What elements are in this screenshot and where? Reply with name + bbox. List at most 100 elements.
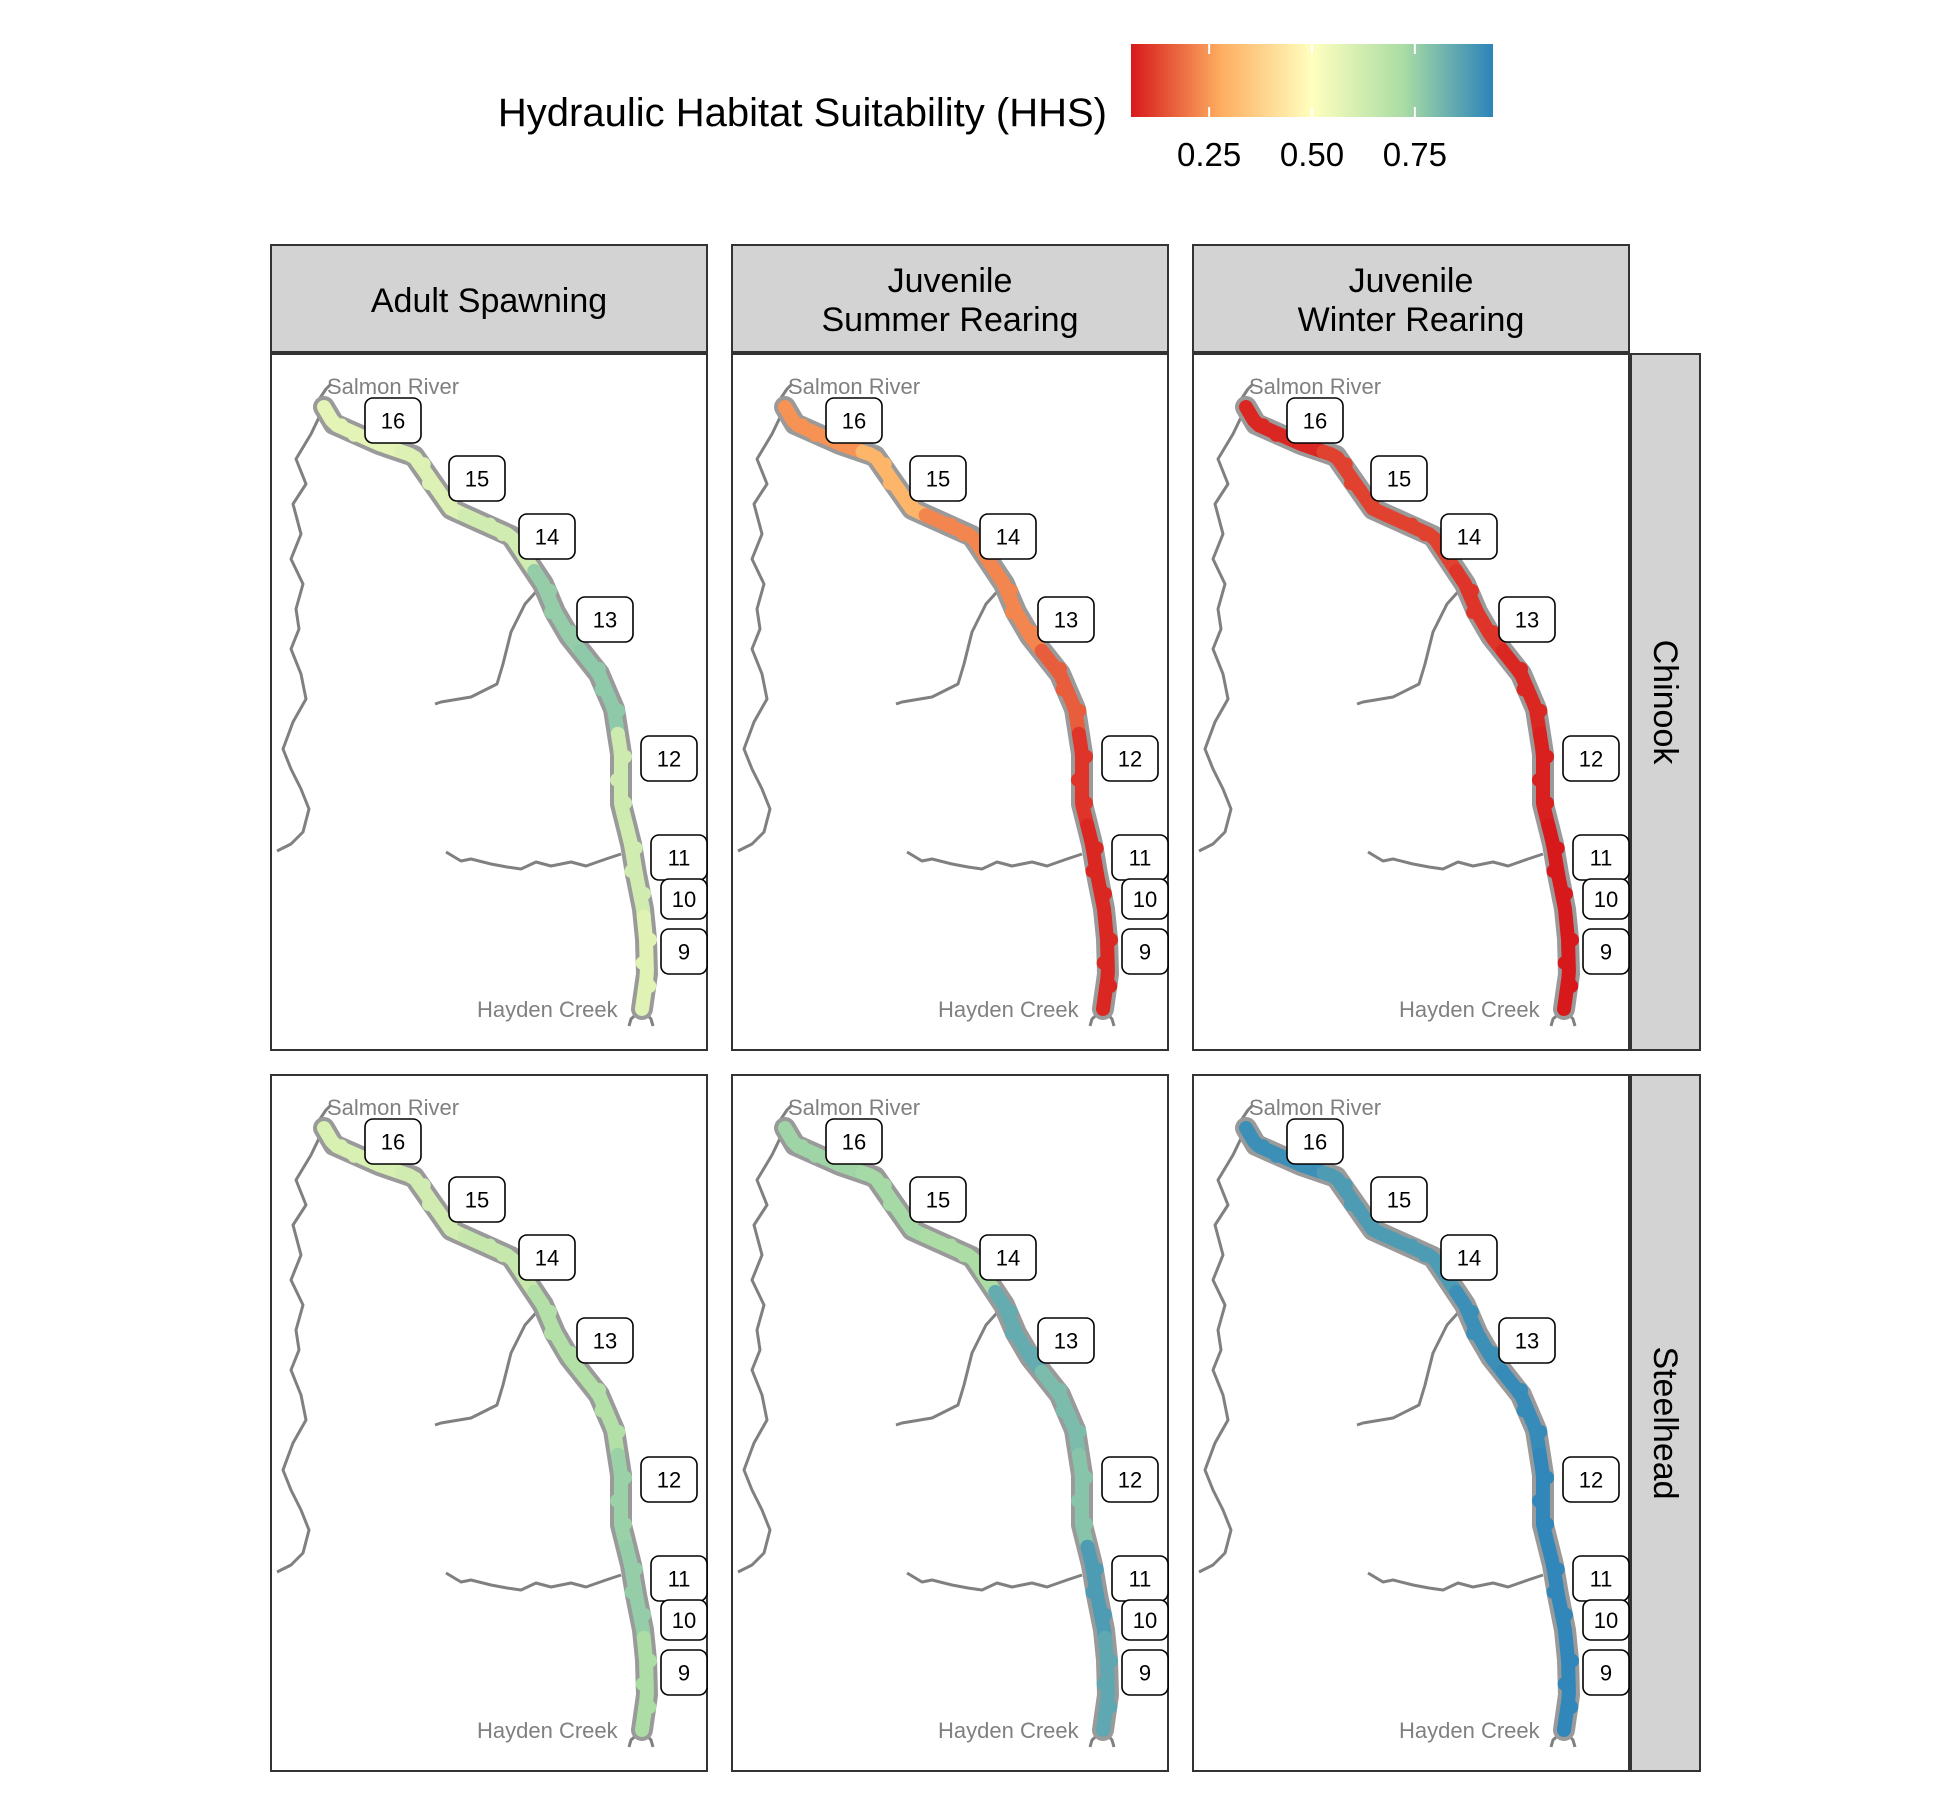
reach-label-text: 14 bbox=[1457, 1246, 1481, 1271]
habitat-cell-point bbox=[1338, 1178, 1353, 1193]
reach-label-10: 10 bbox=[1582, 1599, 1630, 1641]
reach-label-box bbox=[364, 1118, 422, 1165]
row-strip-label: Chinook bbox=[1646, 640, 1684, 766]
reach-label-15: 15 bbox=[448, 1176, 506, 1223]
map-panel: Salmon River Hayden Creek 16 15 14 13 12 11 10 9 bbox=[1192, 353, 1630, 1051]
reach-label-text: 15 bbox=[926, 1188, 950, 1213]
reach-label-9: 9 bbox=[1582, 928, 1630, 975]
reach-label-box bbox=[640, 1456, 698, 1503]
tributary-line bbox=[434, 582, 545, 706]
reach-label-box bbox=[1562, 735, 1620, 782]
reach-label-box bbox=[1440, 513, 1498, 560]
downstream-label: Hayden Creek bbox=[1399, 997, 1541, 1022]
reach-label-text: 13 bbox=[593, 608, 617, 633]
legend-ticks: 0.25 0.50 0.75 bbox=[1177, 44, 1447, 173]
habitat-cell-point bbox=[1540, 1470, 1554, 1485]
habitat-cell-point bbox=[618, 749, 632, 764]
habitat-cell-point bbox=[1546, 864, 1561, 879]
habitat-cell-point bbox=[482, 517, 497, 532]
reach-label-text: 16 bbox=[842, 409, 866, 434]
habitat-cell-point bbox=[636, 886, 651, 901]
habitat-cell-point bbox=[636, 1607, 651, 1622]
habitat-cell-point bbox=[1564, 1700, 1579, 1715]
legend-tick-label: 0.25 bbox=[1177, 136, 1241, 173]
reach-label-box bbox=[1121, 1599, 1169, 1641]
row-strip-box bbox=[1630, 1074, 1701, 1772]
habitat-cell-point bbox=[1053, 1382, 1068, 1397]
tributary-line bbox=[737, 406, 787, 853]
reach-label-10: 10 bbox=[660, 878, 708, 920]
reach-label-12: 12 bbox=[640, 1456, 698, 1503]
reach-label-box bbox=[1286, 1118, 1344, 1165]
habitat-cell-point bbox=[883, 476, 898, 491]
reach-label-11: 11 bbox=[1572, 1555, 1630, 1602]
tributary-line bbox=[895, 1303, 1006, 1427]
downstream-label: Hayden Creek bbox=[938, 1718, 1080, 1743]
column-strip: Adult Spawning bbox=[270, 244, 708, 355]
habitat-cell-point bbox=[628, 1562, 643, 1577]
reach-label-9: 9 bbox=[660, 928, 708, 975]
habitat-cell-point bbox=[1089, 841, 1104, 856]
habitat-cell-point bbox=[1514, 1382, 1529, 1397]
habitat-cell-point bbox=[1096, 955, 1111, 970]
map-panel: Salmon River Hayden Creek 16 15 14 13 12 11 10 9 bbox=[731, 1074, 1169, 1772]
habitat-cell-point bbox=[1516, 682, 1531, 697]
tributary-line bbox=[1356, 1303, 1467, 1427]
upstream-label: Salmon River bbox=[327, 374, 459, 399]
column-strip: Juvenile Summer Rearing bbox=[731, 244, 1169, 355]
reach-label-14: 14 bbox=[979, 513, 1037, 560]
habitat-cell-point bbox=[943, 1238, 958, 1253]
reach-label-box bbox=[1101, 1456, 1159, 1503]
reach-label-text: 9 bbox=[678, 940, 690, 965]
habitat-cell-point bbox=[1024, 625, 1039, 640]
reach-label-15: 15 bbox=[448, 455, 506, 502]
tributary-line bbox=[1367, 850, 1544, 871]
habitat-cell-point bbox=[1003, 1304, 1018, 1319]
habitat-cell-point bbox=[1024, 1346, 1039, 1361]
habitat-cell-point bbox=[592, 1382, 607, 1397]
habitat-cell-point bbox=[544, 1326, 559, 1341]
habitat-cell-point bbox=[1564, 979, 1579, 994]
reach-label-text: 14 bbox=[535, 525, 559, 550]
legend-tick-label: 0.75 bbox=[1383, 136, 1447, 173]
habitat-cell-point bbox=[883, 1197, 898, 1212]
habitat-cell-point bbox=[643, 1653, 658, 1668]
habitat-cell-point bbox=[1485, 625, 1500, 640]
upstream-label: Salmon River bbox=[788, 1095, 920, 1120]
habitat-cell-point bbox=[1404, 1238, 1419, 1253]
reach-label-box bbox=[576, 596, 634, 643]
reach-label-text: 14 bbox=[1457, 525, 1481, 550]
tributary-line bbox=[1356, 582, 1467, 706]
reach-label-text: 13 bbox=[1515, 1329, 1539, 1354]
reach-label-box bbox=[1582, 1599, 1630, 1641]
habitat-cell-point bbox=[795, 1139, 810, 1154]
habitat-cell-point bbox=[1417, 527, 1432, 542]
upstream-label: Salmon River bbox=[788, 374, 920, 399]
habitat-cell-point bbox=[334, 418, 349, 433]
habitat-cell-point bbox=[1079, 796, 1093, 811]
reach-label-box bbox=[518, 513, 576, 560]
habitat-cell-point bbox=[1055, 1403, 1070, 1418]
habitat-cell-point bbox=[877, 1178, 892, 1193]
reach-label-box bbox=[979, 513, 1037, 560]
reach-label-11: 11 bbox=[1111, 1555, 1169, 1602]
habitat-cell-point bbox=[635, 1676, 650, 1691]
habitat-cell-point bbox=[422, 476, 437, 491]
reach-label-text: 10 bbox=[1133, 1608, 1157, 1633]
reach-label-text: 11 bbox=[1129, 1567, 1152, 1592]
reach-label-11: 11 bbox=[1111, 834, 1169, 881]
reach-label-text: 14 bbox=[535, 1246, 559, 1271]
reach-label-text: 13 bbox=[1054, 1329, 1078, 1354]
habitat-cell-point bbox=[1085, 1585, 1100, 1600]
reach-label-text: 11 bbox=[668, 1567, 691, 1592]
habitat-cell-point bbox=[956, 527, 971, 542]
habitat-cell-point bbox=[594, 682, 609, 697]
reach-label-13: 13 bbox=[1037, 596, 1095, 643]
legend-title: Hydraulic Habitat Suitability (HHS) bbox=[498, 91, 1107, 135]
habitat-cell-point bbox=[624, 864, 639, 879]
reach-label-box bbox=[1101, 735, 1159, 782]
habitat-cell-point bbox=[1540, 796, 1554, 811]
reach-label-text: 16 bbox=[1303, 409, 1327, 434]
reach-label-text: 12 bbox=[1579, 1468, 1603, 1493]
